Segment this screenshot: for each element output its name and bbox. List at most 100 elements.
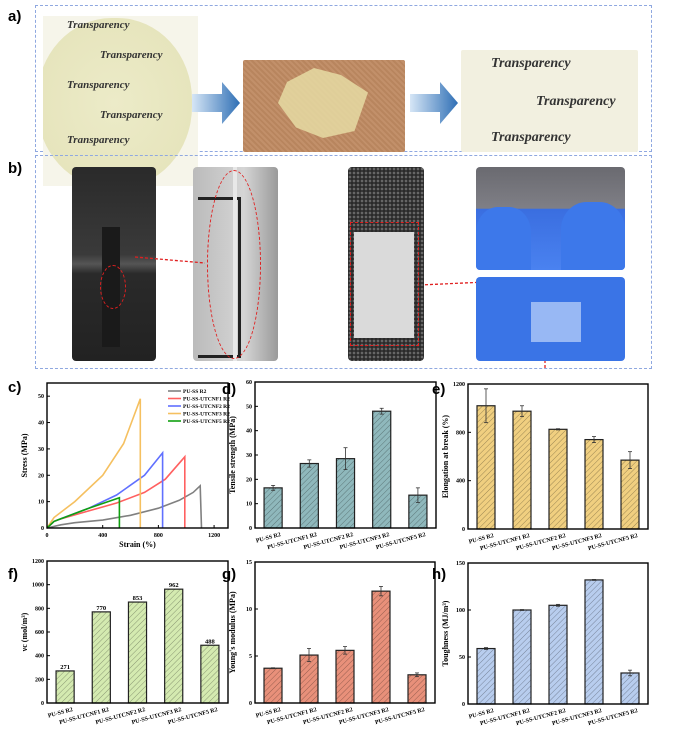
bar: [91, 611, 111, 704]
panel-label-g: g): [222, 566, 237, 583]
photo-unfolded-film: [476, 277, 625, 361]
bar: [299, 654, 319, 704]
y-tick-label: 10: [38, 500, 44, 506]
series-line: [46, 496, 121, 529]
y-tick-label: 150: [456, 561, 465, 567]
y-tick-label: 0: [462, 702, 465, 708]
x-axis-label: Strain (%): [119, 540, 156, 549]
y-axis-label: Toughness (MJ/m³): [441, 600, 450, 666]
photo-stretched-sample: [193, 167, 278, 361]
x-tick-label: 1200: [208, 533, 220, 539]
photo-text: Transparency: [67, 79, 130, 91]
bar: [620, 459, 640, 530]
bar: [263, 487, 283, 529]
bar: [476, 405, 496, 530]
panel-label-f: f): [8, 566, 18, 583]
photo-text: Transparency: [67, 19, 130, 31]
y-tick-label: 15: [246, 560, 252, 566]
y-tick-label: 1000: [32, 583, 44, 589]
bar: [299, 462, 319, 529]
bar: [548, 604, 568, 705]
panel-label-b: b): [8, 160, 23, 177]
y-tick-label: 0: [249, 701, 252, 707]
y-tick-label: 1200: [32, 559, 44, 565]
data-label: 770: [96, 605, 106, 612]
panel-label-h: h): [432, 566, 447, 583]
y-axis-label: Stress (MPa): [20, 433, 29, 477]
data-label: 853: [133, 595, 144, 602]
photo-text: Transparency: [491, 56, 571, 71]
y-tick-label: 0: [41, 526, 44, 532]
photo-tensile-grips: [72, 167, 156, 361]
y-tick-label: 800: [35, 606, 44, 612]
y-tick-label: 50: [459, 655, 465, 661]
y-tick-label: 5: [249, 654, 252, 660]
panel-label-a: a): [8, 8, 22, 25]
photo-folded-film: [476, 167, 625, 270]
chart-c: 0 10 20 30 40 50 Stress (MPa) 0 400 800 1200 Strain…: [20, 382, 230, 549]
y-tick-label: 20: [246, 477, 252, 483]
bar: [372, 410, 392, 529]
panel-b-frame: [35, 155, 652, 369]
y-tick-label: 0: [462, 527, 465, 533]
y-tick-label: 40: [38, 421, 44, 427]
plot-frame: [467, 562, 649, 705]
bar: [548, 428, 568, 530]
y-tick-label: 200: [35, 677, 44, 683]
photo-text: Transparency: [67, 134, 130, 146]
photo-reprocessed-film: Transparency Transparency Transparency: [461, 50, 638, 152]
y-tick-label: 40: [246, 429, 252, 435]
data-label: 488: [205, 638, 216, 645]
bar: [164, 588, 184, 704]
y-tick-label: 400: [456, 479, 465, 485]
plot-frame: [46, 560, 229, 704]
x-tick-label: 800: [154, 533, 163, 539]
bar: [512, 410, 532, 530]
y-tick-label: 1200: [453, 382, 465, 388]
y-tick-label: 100: [456, 608, 465, 614]
y-axis-label: Elongation at break (%): [441, 415, 450, 499]
x-tick-label: 0: [46, 533, 49, 539]
y-tick-label: 0: [41, 701, 44, 707]
photo-film-disc: [43, 16, 198, 186]
legend-label: PU-SS R2: [183, 389, 207, 395]
y-tick-label: 20: [38, 473, 44, 479]
series-line: [46, 483, 203, 529]
y-tick-label: 10: [246, 502, 252, 508]
data-label: 962: [169, 582, 179, 589]
bar: [620, 672, 640, 705]
bar: [127, 601, 148, 704]
y-tick-label: 30: [246, 453, 252, 459]
panel-label-d: d): [222, 381, 237, 398]
y-tick-label: 60: [246, 380, 252, 386]
photo-text: Transparency: [491, 130, 571, 145]
bar: [476, 647, 496, 705]
arrow-right-icon: [192, 82, 242, 124]
bar: [407, 674, 427, 704]
plot-frame: [254, 561, 436, 704]
bar: [584, 579, 604, 705]
y-tick-label: 30: [38, 447, 44, 453]
y-tick-label: 0: [249, 526, 252, 532]
bar: [584, 438, 604, 530]
plot-frame: [46, 382, 229, 529]
legend-label: PU-SS-UTCNF1 R2: [183, 397, 230, 403]
y-axis-label: νc (mol/m³): [20, 612, 29, 652]
y-tick-label: 50: [38, 394, 44, 400]
disc-text-overlay: Transparency Transparency Transparency T…: [43, 16, 198, 150]
y-tick-label: 10: [246, 607, 252, 613]
photo-fabric-patch: [348, 167, 424, 361]
y-tick-label: 50: [246, 404, 252, 410]
y-axis-label: Young's modulus (MPa): [228, 591, 237, 674]
bar: [335, 649, 355, 704]
photo-film-pieces: [243, 60, 405, 152]
bar: [512, 609, 532, 705]
bar: [200, 644, 220, 704]
y-tick-label: 800: [456, 430, 465, 436]
